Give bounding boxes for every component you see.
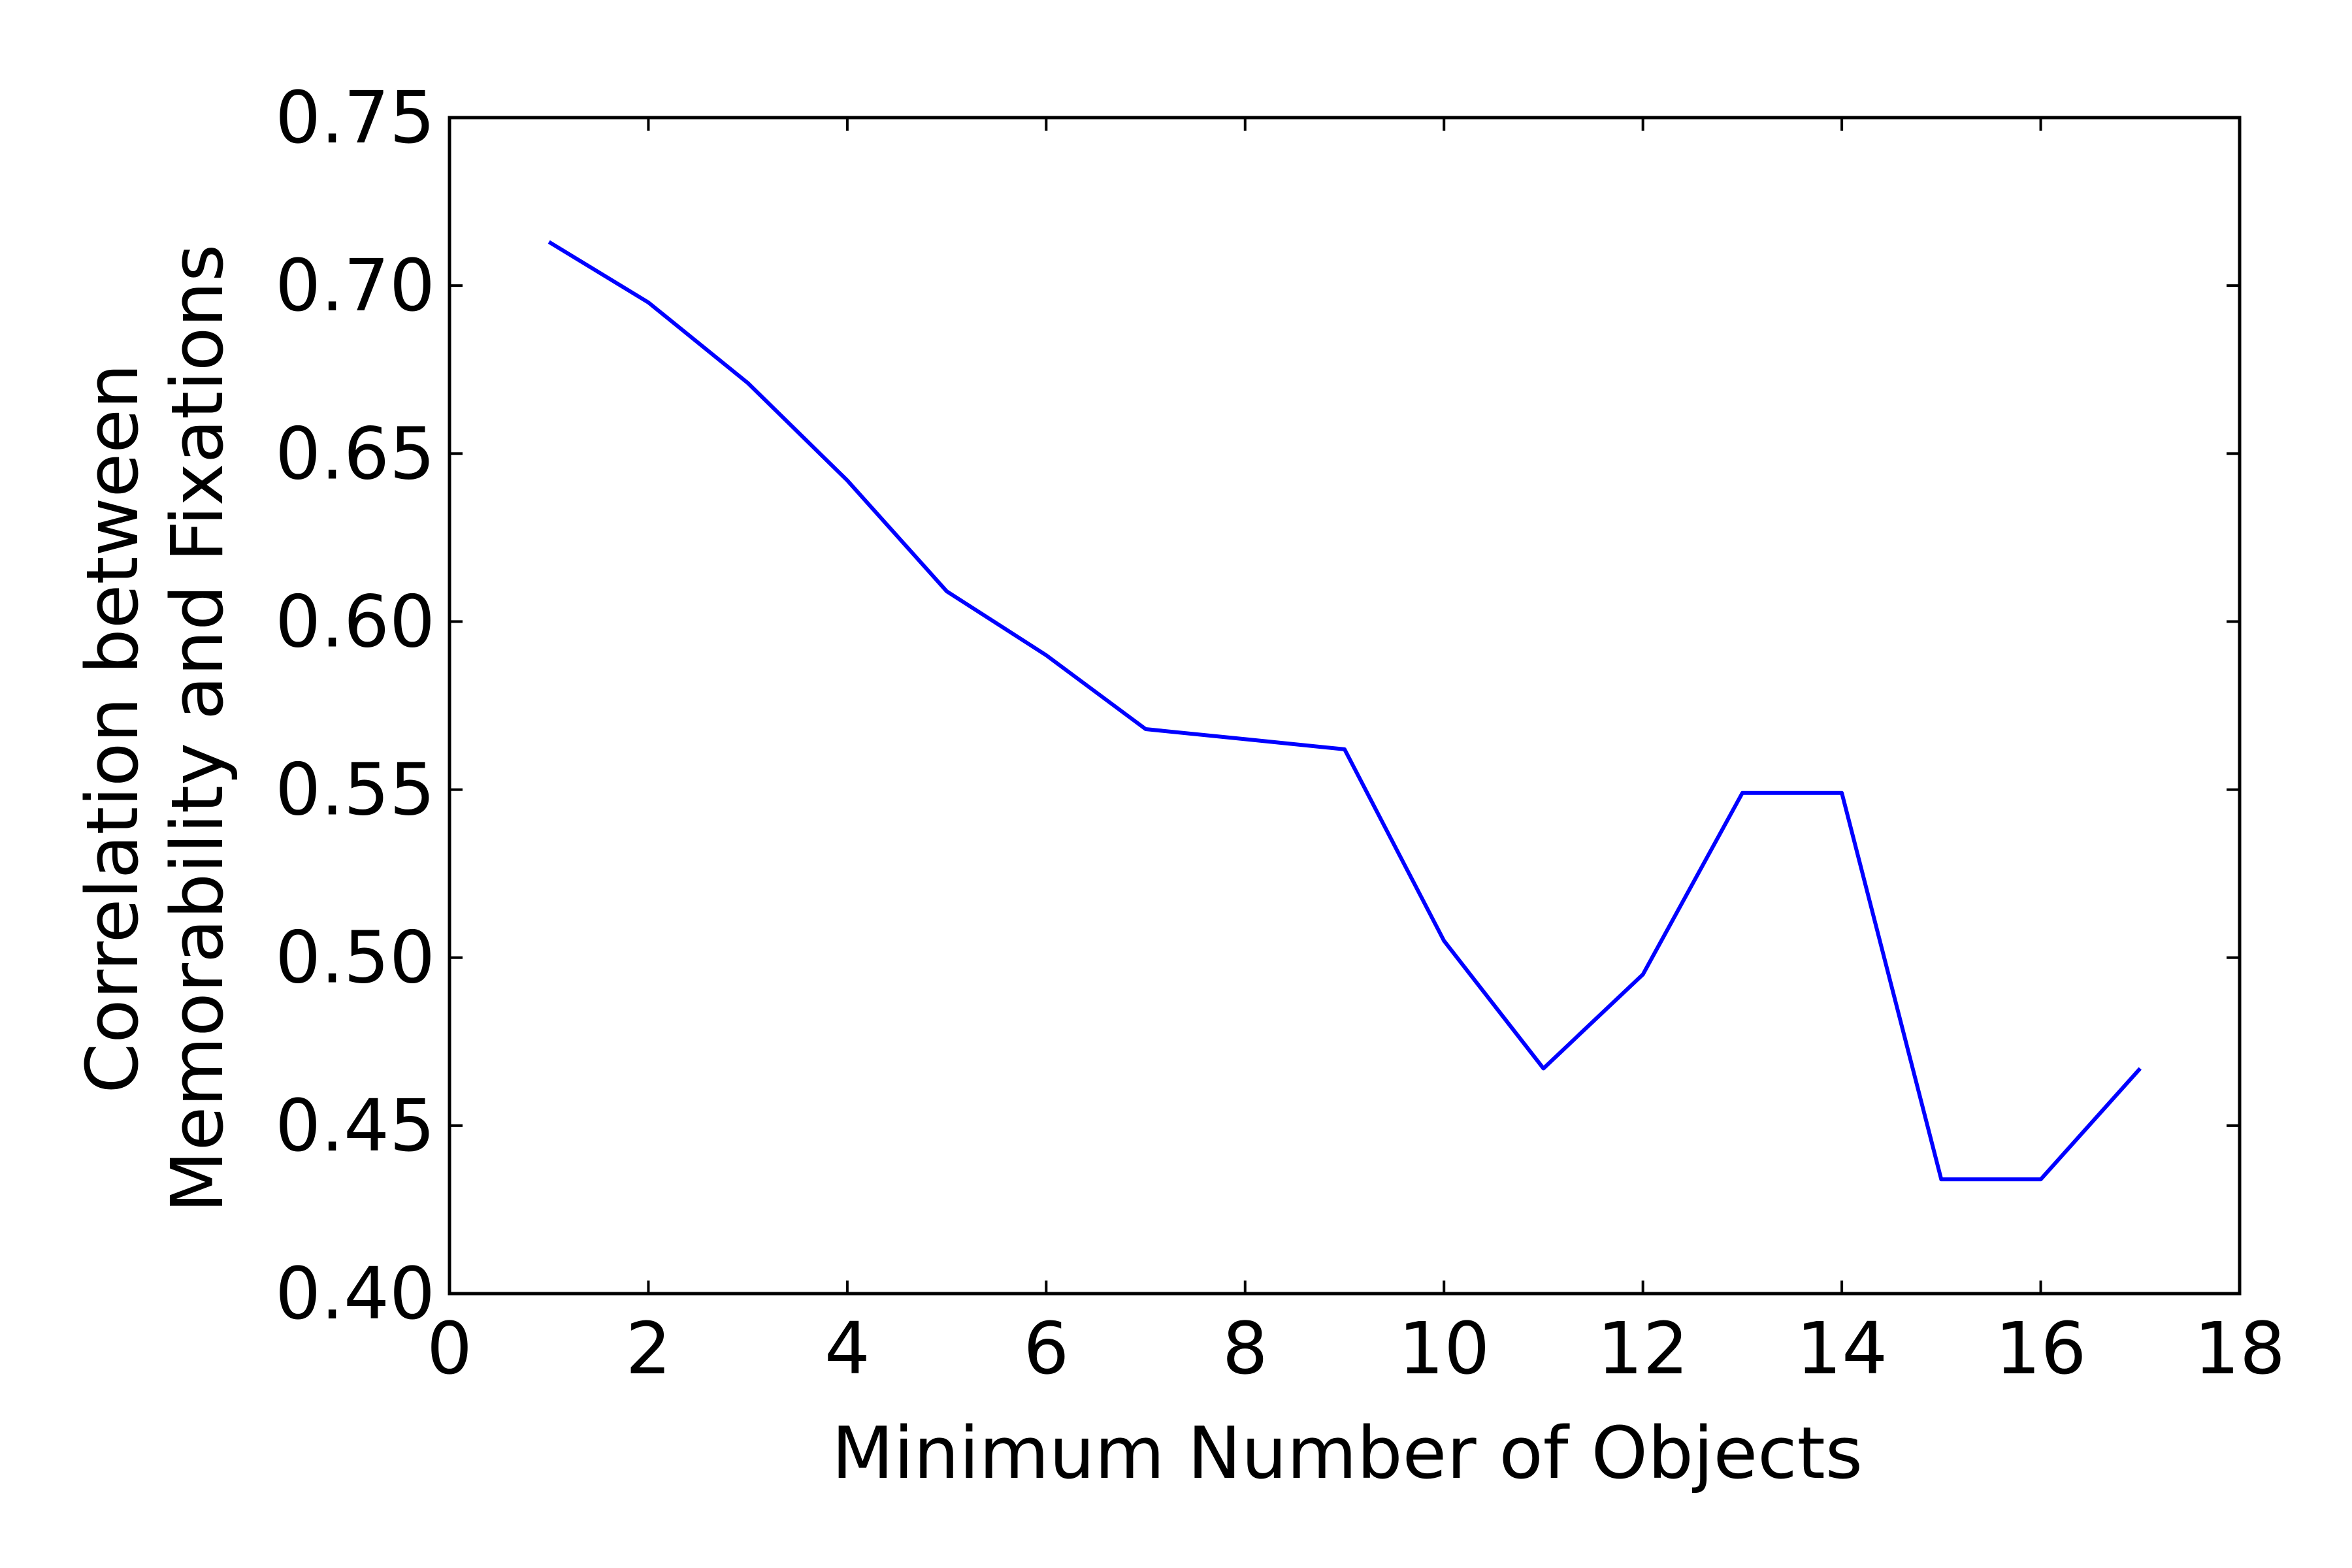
x-tick-label: 0	[427, 1307, 472, 1390]
y-axis-label-line-2: Memorability and Fixations	[155, 244, 239, 1213]
y-tick-label: 0.55	[275, 748, 435, 832]
plot-frame	[448, 116, 2242, 1296]
y-tick-label: 0.45	[275, 1084, 435, 1168]
x-tick-label: 6	[1023, 1307, 1069, 1390]
y-tick-label: 0.65	[275, 412, 435, 495]
x-axis-label: Minimum Number of Objects	[832, 1411, 1863, 1495]
x-tick-label: 2	[625, 1307, 671, 1390]
x-tick-label: 8	[1222, 1307, 1268, 1390]
x-tick-label: 18	[2194, 1307, 2285, 1390]
series-line-0	[547, 240, 2142, 1182]
x-tick-label: 10	[1398, 1307, 1490, 1390]
x-tick-label: 14	[1796, 1307, 1887, 1390]
x-tick-label: 4	[825, 1307, 870, 1390]
y-tick-label: 0.40	[275, 1252, 435, 1335]
series-layer	[547, 240, 2142, 1182]
tick-labels: 0 2 4 6 8 10 12 14 16 18 0.40 0.45 0.50 0.55 0.60 0.65 0…	[275, 76, 2285, 1390]
y-tick-label: 0.75	[275, 76, 435, 159]
x-tick-label: 16	[1995, 1307, 2087, 1390]
y-tick-label: 0.70	[275, 244, 435, 327]
y-tick-label: 0.60	[275, 580, 435, 663]
x-tick-label: 12	[1597, 1307, 1689, 1390]
y-tick-label: 0.50	[275, 916, 435, 1000]
y-axis-label-line-1: Correlation between	[71, 363, 154, 1093]
